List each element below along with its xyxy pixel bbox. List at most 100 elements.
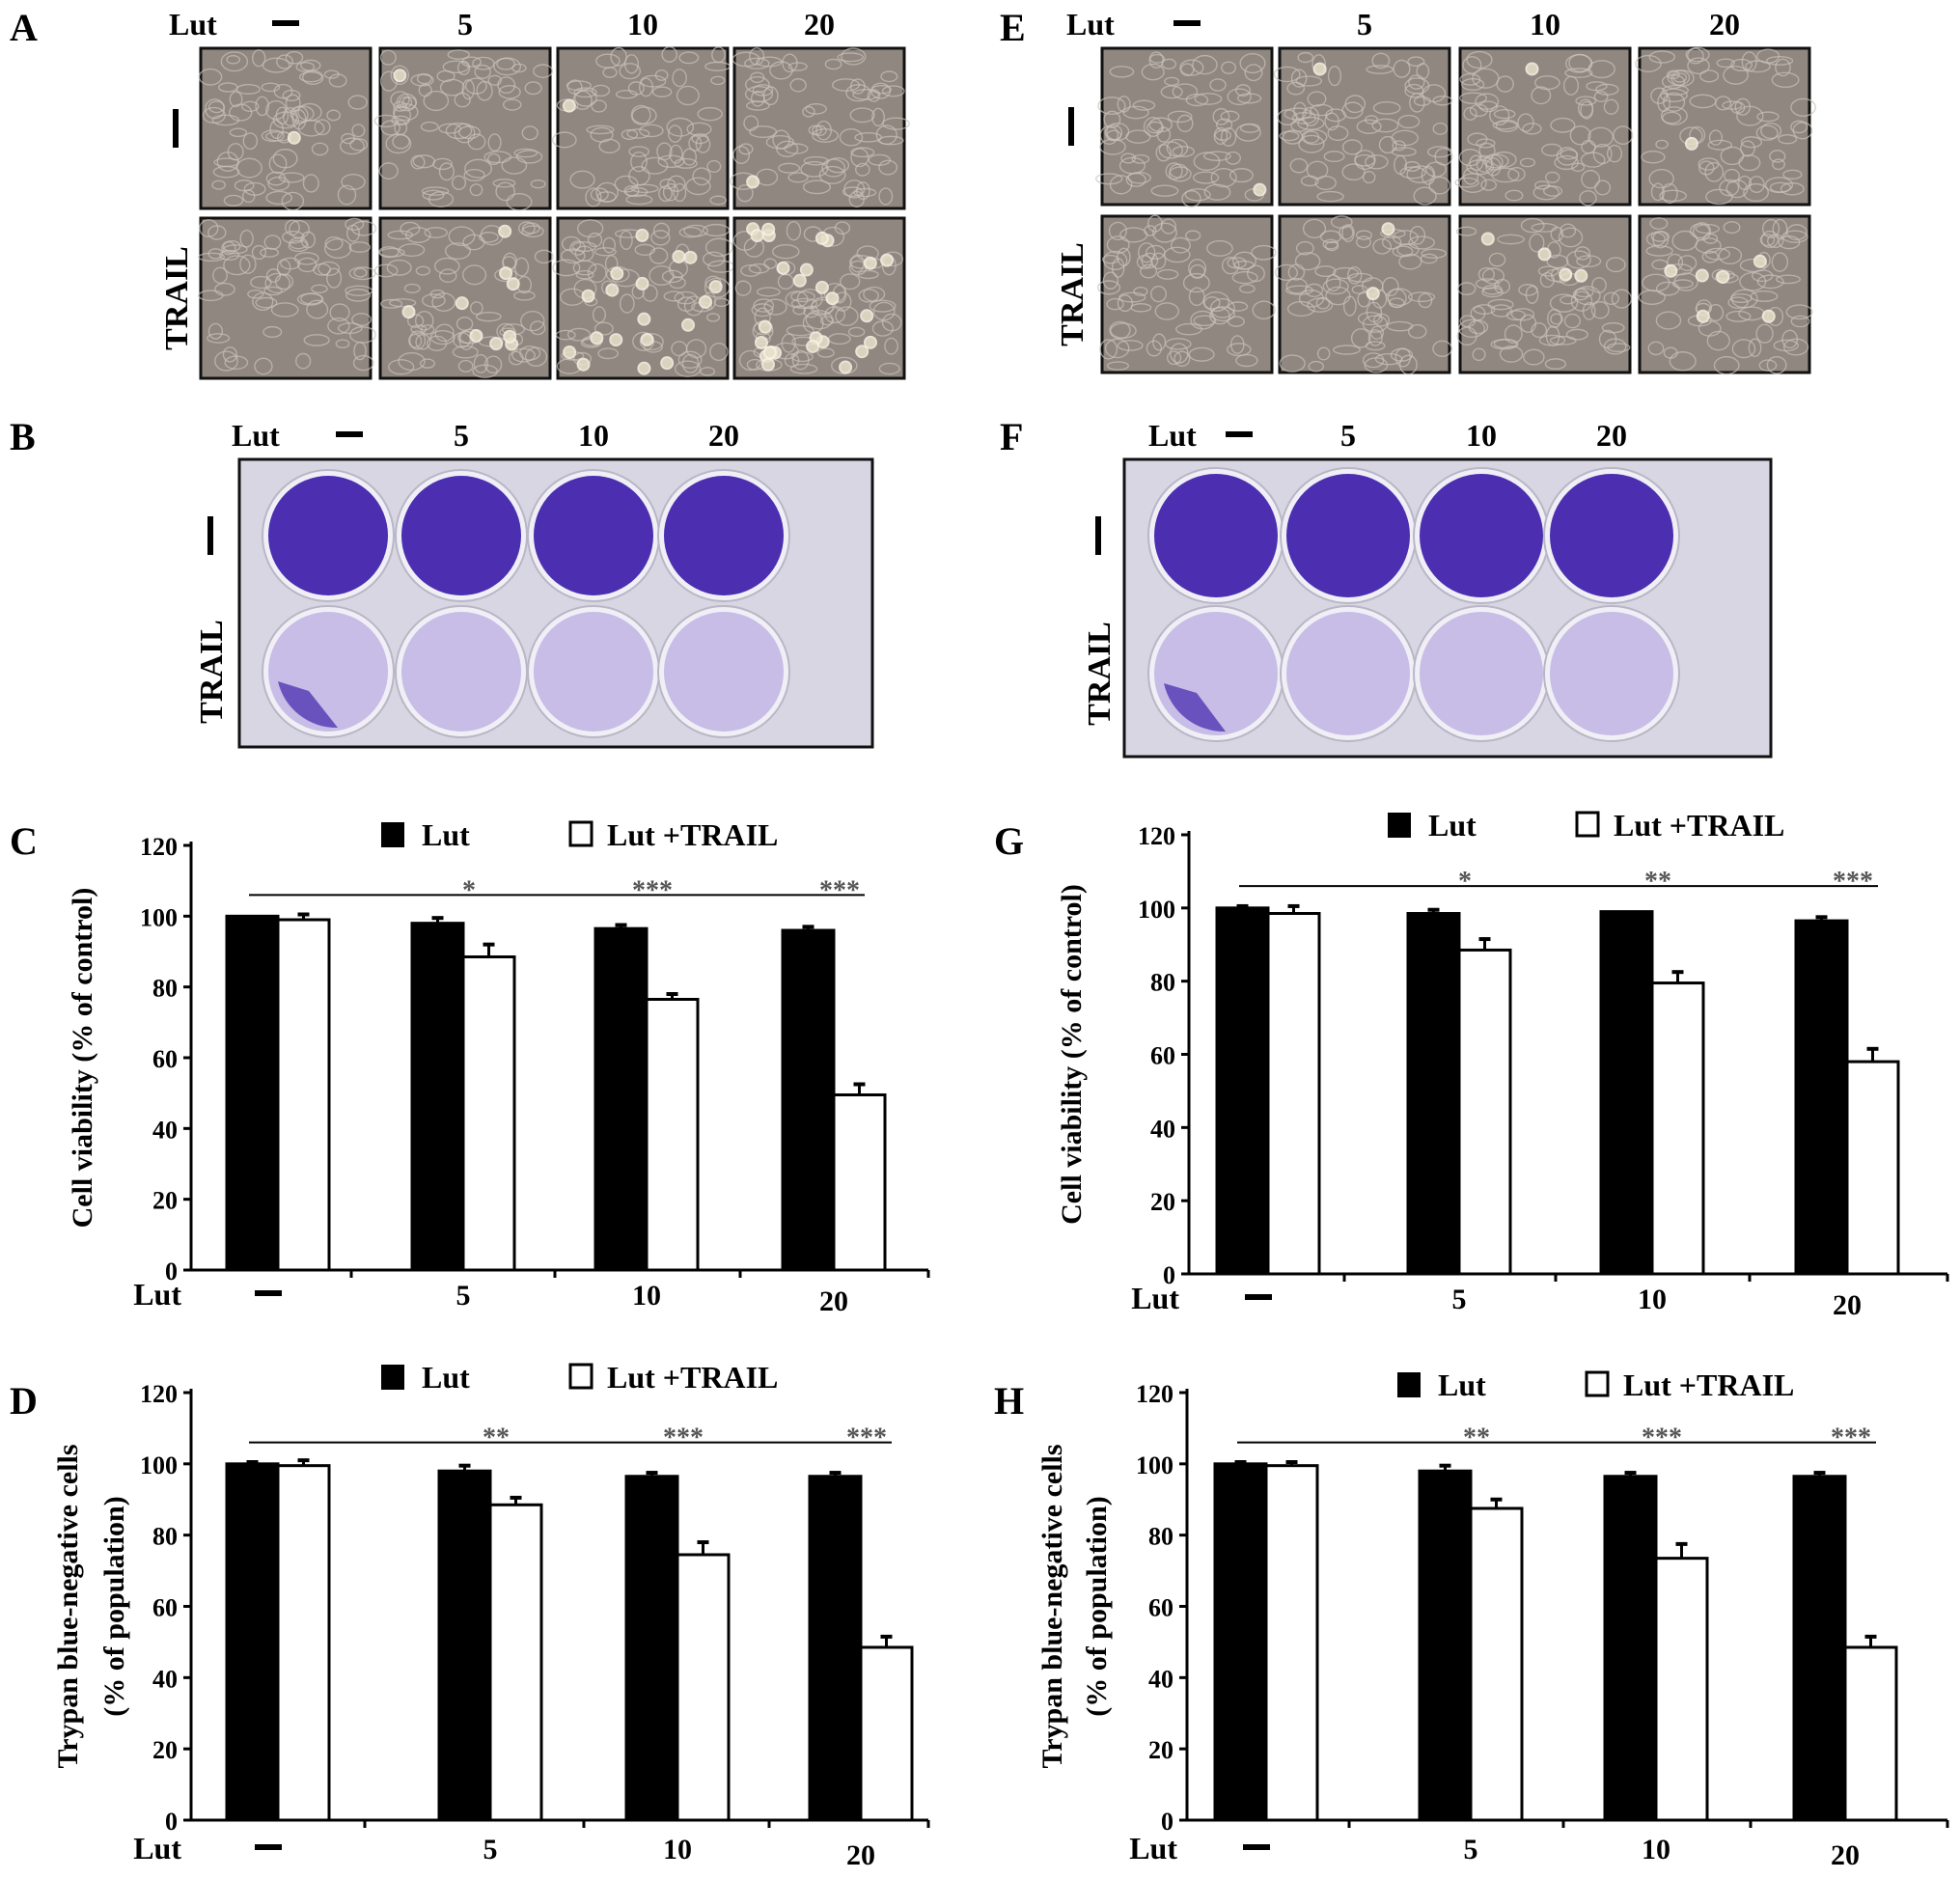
y-tick-label: 120	[140, 1380, 178, 1408]
bar-lut	[1603, 1475, 1658, 1822]
significance-marker: **	[1463, 1423, 1490, 1453]
well	[401, 476, 521, 595]
y-tick-label: 0	[165, 1257, 178, 1285]
y-axis-label: Cell viability (% of control)	[1056, 884, 1088, 1225]
y-tick-label: 120	[140, 833, 178, 861]
panel-letter: H	[994, 1379, 1024, 1423]
y-tick-label: 0	[1161, 1808, 1173, 1836]
dose-label: 5	[457, 7, 473, 41]
bar-lut-trail	[1654, 1557, 1709, 1822]
well	[1550, 474, 1673, 597]
y-tick-label: 80	[152, 1523, 178, 1551]
y-tick-label: 60	[1148, 1594, 1173, 1622]
y-axis-label: Trypan blue-negative cells	[52, 1444, 84, 1768]
legend-swatch-lut	[381, 1365, 404, 1390]
well	[1286, 612, 1410, 735]
legend-label-lut: Lut	[1428, 808, 1477, 843]
legend-label-lut-trail: Lut +TRAIL	[1614, 808, 1784, 843]
micrograph-panel-a: Lut 5 10 20 TRAIL	[159, 7, 910, 380]
lut-label: Lut	[1066, 7, 1115, 41]
bar-lut-trail	[461, 955, 516, 1272]
dash-label	[173, 109, 179, 148]
y-tick-label: 120	[1138, 822, 1175, 850]
micrograph-panel-e: Lut 5 10 20 TRAIL	[1055, 7, 1816, 375]
dose-label: 10	[627, 7, 658, 41]
bar-lut-trail	[276, 1464, 331, 1822]
bar-lut	[1213, 1462, 1268, 1822]
well	[268, 476, 388, 595]
x-axis-label: Lut	[1131, 1281, 1179, 1315]
x-tick-label: 20	[846, 1839, 875, 1871]
y-tick-label: 80	[1150, 969, 1175, 997]
legend-swatch-lut	[1397, 1372, 1421, 1397]
dash-label	[1226, 431, 1253, 437]
y-tick-label: 100	[1136, 1451, 1173, 1479]
significance-marker: ***	[663, 1423, 704, 1453]
micrograph-image	[1097, 214, 1277, 374]
y-tick-label: 40	[152, 1116, 178, 1144]
bar-lut-trail	[488, 1503, 543, 1822]
bar-lut-trail	[1650, 981, 1705, 1276]
row-label-trail: TRAIL	[194, 620, 230, 724]
row-label-trail: TRAIL	[1055, 242, 1090, 346]
legend-label-lut-trail: Lut +TRAIL	[1623, 1368, 1794, 1402]
legend-swatch-lut	[1388, 813, 1411, 838]
panel-letter-b: B	[10, 415, 36, 458]
x-tick-label: 5	[1464, 1834, 1478, 1865]
y-tick-label: 0	[165, 1808, 178, 1836]
dose-label: 5	[1340, 418, 1356, 453]
bar-lut	[1215, 906, 1270, 1276]
lut-label: Lut	[1148, 418, 1197, 453]
legend-swatch-lut-trail	[568, 1363, 594, 1390]
y-axis-label-2: (% of population)	[1081, 1496, 1113, 1716]
x-tick-label: 10	[1638, 1284, 1667, 1315]
significance-marker: *	[462, 875, 476, 905]
y-tick-label: 40	[152, 1665, 178, 1693]
dose-label: 20	[708, 418, 739, 453]
y-tick-label: 60	[1150, 1042, 1175, 1070]
y-tick-label: 100	[140, 903, 178, 931]
dose-label: 10	[1466, 418, 1497, 453]
x-tick-label	[1245, 1294, 1272, 1300]
x-tick-label	[1243, 1844, 1270, 1850]
x-tick-label: 5	[483, 1834, 498, 1865]
micrograph-image	[373, 216, 554, 380]
bar-chart-h: H 0 20 40 60 80 100 120 Trypan blue-negative cel…	[994, 1368, 1949, 1871]
dose-label: 20	[804, 7, 835, 41]
bar-chart-d: D 0 20 40 60 80 100 120 Trypan blue-negative cel…	[10, 1360, 930, 1871]
bar-lut-trail	[832, 1093, 887, 1272]
bar-lut-trail	[1843, 1645, 1898, 1822]
y-axis-label-2: (% of population)	[98, 1496, 130, 1716]
y-tick-label: 60	[152, 1594, 178, 1622]
bar-lut-trail	[645, 998, 700, 1272]
well	[1550, 612, 1673, 735]
dose-label: 10	[1530, 7, 1560, 41]
x-tick-label	[255, 1844, 282, 1850]
legend-label-lut-trail: Lut +TRAIL	[607, 1360, 778, 1395]
micrograph-image	[1273, 46, 1453, 207]
well	[401, 612, 521, 732]
legend-label-lut: Lut	[422, 817, 470, 852]
well	[664, 476, 784, 595]
x-tick-label: 20	[1833, 1289, 1862, 1321]
y-tick-label: 80	[1148, 1523, 1173, 1551]
bar-lut-trail	[1457, 948, 1512, 1276]
well	[1286, 474, 1410, 597]
micrograph-image	[730, 46, 910, 210]
well	[1420, 474, 1543, 597]
x-axis-label: Lut	[1129, 1831, 1177, 1865]
y-tick-label: 120	[1136, 1380, 1173, 1408]
row-label-trail: TRAIL	[1082, 622, 1118, 726]
bar-chart-g: G 0 20 40 60 80 100 120 Cell viability (% of con…	[994, 808, 1949, 1321]
dose-label: 10	[578, 418, 609, 453]
y-tick-label: 20	[152, 1736, 178, 1764]
panel-letter-e: E	[1000, 6, 1026, 49]
x-axis-label: Lut	[133, 1277, 181, 1312]
legend-label-lut: Lut	[1438, 1368, 1486, 1402]
bar-lut	[410, 922, 465, 1272]
panel-letter: C	[10, 819, 38, 863]
panel-letter: D	[10, 1379, 38, 1423]
x-tick-label: 5	[456, 1280, 471, 1312]
lut-label: Lut	[169, 7, 217, 41]
micrograph-image	[1455, 214, 1633, 374]
